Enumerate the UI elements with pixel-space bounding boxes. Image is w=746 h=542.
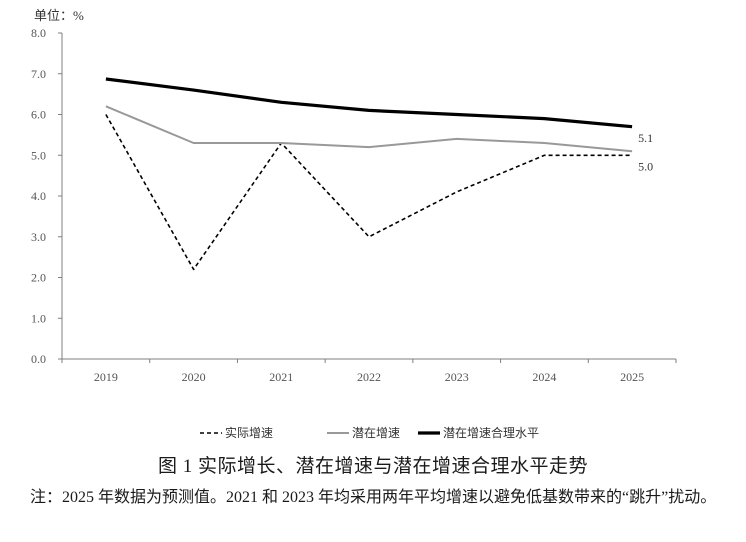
series-line-潜在增速合理水平 — [105, 77, 633, 129]
legend-label: 潜在增速 — [352, 426, 400, 440]
data-label: 5.0 — [638, 159, 653, 173]
y-tick-label: 3.0 — [31, 230, 46, 244]
x-tick-label: 2025 — [620, 370, 644, 384]
y-tick-label: 6.0 — [31, 108, 46, 122]
figure-caption: 图 1 实际增长、潜在增速与潜在增速合理水平走势 — [157, 456, 588, 477]
y-tick-label: 1.0 — [31, 311, 46, 325]
figure-note: 注：2025 年数据为预测值。2021 和 2023 年均采用两年平均增速以避免… — [30, 489, 717, 506]
legend-label: 潜在增速合理水平 — [443, 425, 539, 440]
y-tick-label: 7.0 — [31, 67, 46, 81]
series-line-潜在增速 — [105, 105, 633, 153]
y-tick-label: 0.0 — [31, 352, 46, 366]
y-tick-label: 4.0 — [31, 189, 46, 203]
line-chart: 单位：% 0.0 1.0 2.0 3.0 4.0 5.0 6.0 7.0 8.0 2019 2020 2… — [31, 8, 677, 440]
y-tick-label: 5.0 — [31, 148, 46, 162]
x-tick-label: 2022 — [357, 370, 381, 384]
x-tick-label: 2023 — [445, 370, 469, 384]
x-tick-label: 2020 — [182, 370, 206, 384]
legend-label: 实际增速 — [225, 425, 273, 440]
y-tick-label: 8.0 — [31, 26, 46, 40]
x-tick-label: 2021 — [269, 370, 293, 384]
y-unit-label: 单位：% — [34, 8, 84, 23]
data-label: 5.1 — [638, 131, 653, 145]
y-tick-label: 2.0 — [31, 271, 46, 285]
series-line-实际增速 — [105, 114, 633, 271]
x-tick-label: 2024 — [532, 370, 556, 384]
x-tick-label: 2019 — [94, 370, 118, 384]
